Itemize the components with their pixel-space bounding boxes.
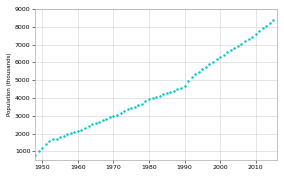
Y-axis label: Population (thousands): Population (thousands): [7, 53, 12, 116]
